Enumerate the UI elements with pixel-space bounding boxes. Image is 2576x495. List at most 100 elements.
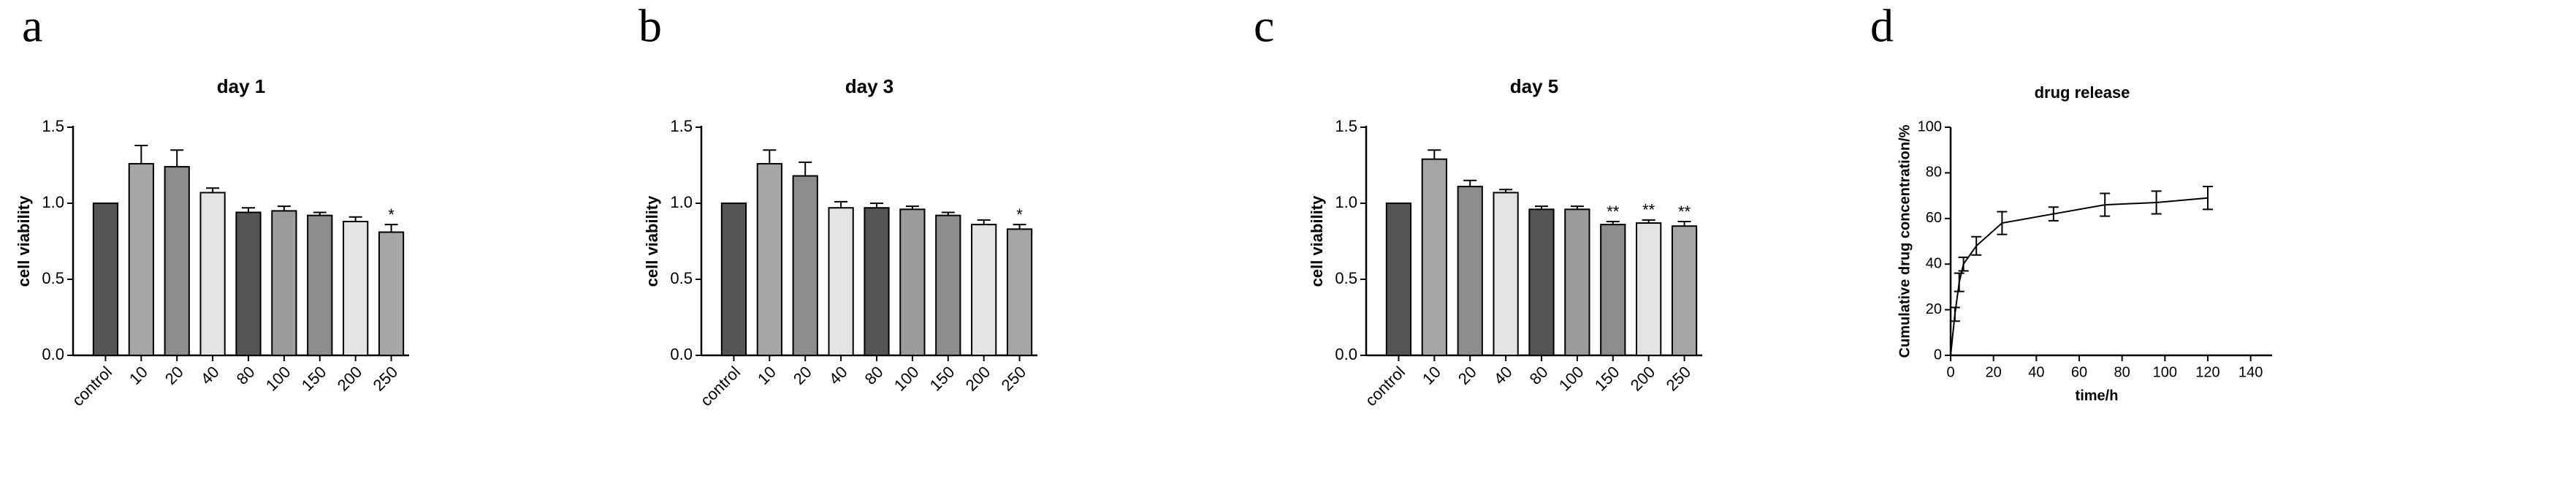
x-tick-label: 150 xyxy=(1591,363,1623,395)
x-tick-label: 120 xyxy=(2195,364,2219,380)
y-tick-label: 0.0 xyxy=(1335,345,1357,363)
x-tick-label: 80 xyxy=(2114,364,2130,380)
error-bar xyxy=(313,211,327,216)
error-bar xyxy=(1997,211,2008,235)
bar xyxy=(1421,158,1447,356)
error-bar xyxy=(206,187,220,193)
y-tick-label: 100 xyxy=(1918,118,1942,135)
y-tick-label: 0 xyxy=(1934,347,1942,363)
bar xyxy=(92,203,119,356)
error-bar xyxy=(134,144,148,164)
x-tick-label: 250 xyxy=(1663,363,1695,395)
x-tick-label: 200 xyxy=(962,363,994,395)
x-axis-label: time/h xyxy=(2076,388,2119,404)
x-tick-label: 80 xyxy=(861,363,887,388)
error-bar xyxy=(799,161,812,176)
bar xyxy=(720,203,747,356)
x-tick-label: 100 xyxy=(262,363,294,395)
bar xyxy=(378,231,405,356)
bar xyxy=(756,162,782,356)
y-tick-label: 40 xyxy=(1926,255,1942,271)
error-bar xyxy=(870,203,883,208)
x-tick-label: 100 xyxy=(891,363,923,395)
bar xyxy=(164,166,190,357)
error-bar xyxy=(1949,306,1960,322)
x-tick-label: 140 xyxy=(2238,364,2263,380)
error-bar xyxy=(277,205,291,211)
error-bar xyxy=(170,149,184,167)
error-bar xyxy=(1971,235,1982,256)
bar xyxy=(1006,228,1033,356)
bar xyxy=(1636,222,1662,357)
y-axis-label: cell viability xyxy=(643,195,661,287)
significance-label: ** xyxy=(1678,203,1691,221)
error-bar xyxy=(905,205,919,210)
x-tick-label: 80 xyxy=(233,363,259,388)
y-tick-label: 0.5 xyxy=(42,269,64,287)
x-tick-label: 10 xyxy=(1419,363,1444,388)
panel-label: b xyxy=(639,0,662,52)
x-tick-label: 250 xyxy=(370,363,402,395)
data-line xyxy=(1950,197,2209,356)
error-bar xyxy=(2203,186,2213,211)
y-tick-label: 1.0 xyxy=(670,193,693,211)
error-bar xyxy=(1954,272,1965,292)
bar xyxy=(271,210,297,356)
x-tick-label: 20 xyxy=(1986,364,2002,380)
y-tick-label: 60 xyxy=(1926,210,1942,226)
y-tick-label: 0.5 xyxy=(1335,269,1357,287)
bar xyxy=(1528,208,1555,356)
bar xyxy=(235,211,262,357)
x-tick-label: 150 xyxy=(298,363,330,395)
error-bar xyxy=(1677,220,1691,227)
y-tick-label: 0.0 xyxy=(42,345,64,363)
bar xyxy=(1600,224,1626,356)
x-tick-label: control xyxy=(1362,363,1409,409)
chart-title: day 1 xyxy=(217,75,266,97)
bar xyxy=(128,162,154,356)
y-tick-label: 1.0 xyxy=(42,193,64,211)
bar xyxy=(899,208,926,356)
x-tick-label: 10 xyxy=(754,363,780,388)
x-tick-label: 40 xyxy=(2028,364,2044,380)
x-tick-label: 100 xyxy=(2153,364,2177,380)
bar xyxy=(1457,186,1483,356)
x-tick-label: 20 xyxy=(161,363,187,388)
error-bar xyxy=(2151,190,2162,215)
chart-title: drug release xyxy=(2035,83,2130,102)
x-tick-label: control xyxy=(697,363,744,409)
x-tick-label: 40 xyxy=(1490,363,1516,388)
error-bar xyxy=(2100,192,2111,217)
significance-label: * xyxy=(1016,205,1023,224)
bar xyxy=(792,175,818,356)
panel-label: c xyxy=(1254,0,1274,52)
x-tick-label: control xyxy=(69,363,115,409)
x-tick-label: 200 xyxy=(334,363,366,395)
bar xyxy=(1671,225,1698,357)
error-bar xyxy=(242,207,255,213)
error-bar xyxy=(1499,189,1513,193)
y-axis-label: Cumulative drug concentration/% xyxy=(1897,124,1913,358)
y-tick-label: 1.5 xyxy=(1335,117,1357,135)
y-tick-label: 0.5 xyxy=(670,269,693,287)
x-tick-label: 100 xyxy=(1555,363,1588,395)
significance-label: * xyxy=(388,205,395,224)
error-bar xyxy=(348,216,362,222)
y-axis-label: cell viability xyxy=(15,195,33,287)
error-bar xyxy=(1642,219,1655,224)
bar xyxy=(199,192,226,356)
x-tick-label: 20 xyxy=(790,363,815,388)
significance-label: ** xyxy=(1642,201,1655,219)
error-bar xyxy=(384,224,398,233)
error-bar xyxy=(1428,149,1441,159)
bar xyxy=(1385,203,1412,356)
error-bar xyxy=(941,211,955,216)
x-tick-label: 80 xyxy=(1526,363,1552,388)
y-tick-label: 1.5 xyxy=(42,117,64,135)
y-tick-label: 0.0 xyxy=(670,345,693,363)
bar xyxy=(307,214,333,357)
y-tick-label: 1.5 xyxy=(670,117,693,135)
y-tick-label: 80 xyxy=(1926,165,1942,181)
significance-label: ** xyxy=(1607,203,1620,221)
